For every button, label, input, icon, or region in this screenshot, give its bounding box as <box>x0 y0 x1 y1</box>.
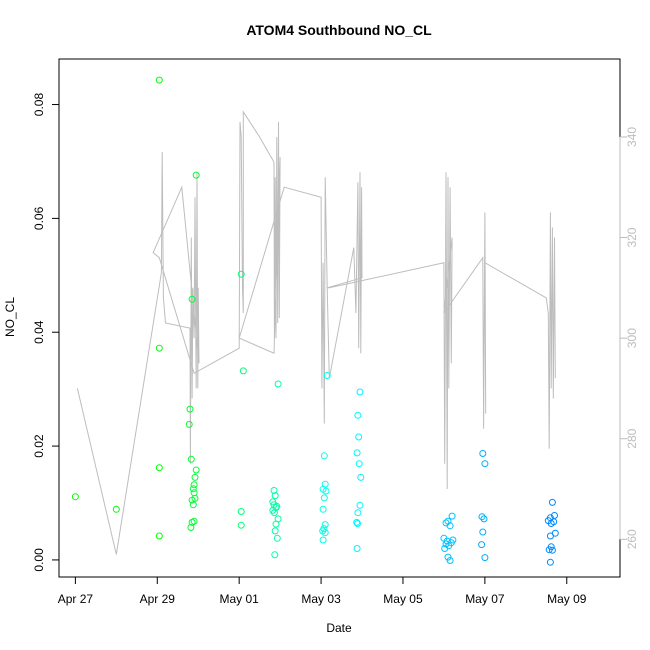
data-point <box>481 460 489 468</box>
y-tick-label: 0.06 <box>32 206 46 230</box>
axes: Apr 27 Apr 29 May 01 May 03 May 05 May 07 May … <box>32 93 639 606</box>
x-tick-label: May 09 <box>547 592 587 606</box>
data-point <box>354 509 362 517</box>
data-point <box>188 295 196 303</box>
y-tick-label: 0.02 <box>32 434 46 458</box>
data-point <box>444 553 452 561</box>
data-point <box>189 501 197 509</box>
data-point <box>480 515 488 523</box>
data-point <box>155 532 163 540</box>
data-point <box>357 473 365 481</box>
data-point <box>550 518 558 526</box>
data-point <box>323 372 331 379</box>
data-point <box>354 520 361 527</box>
y2-tick-label: 300 <box>625 328 639 348</box>
data-point <box>446 522 454 530</box>
data-point <box>322 487 330 495</box>
data-point <box>353 545 361 552</box>
data-point <box>239 367 247 375</box>
y2-tick-label: 320 <box>625 227 639 247</box>
data-point <box>356 501 364 509</box>
y2-tick-label: 260 <box>625 529 639 549</box>
data-point <box>237 270 245 278</box>
data-point <box>545 546 553 554</box>
data-point <box>354 411 362 419</box>
data-point <box>155 344 163 352</box>
data-point <box>155 464 163 472</box>
data-point <box>155 76 163 84</box>
data-point <box>356 388 364 396</box>
chart-title: ATOM4 Southbound NO_CL <box>246 22 432 38</box>
y-axis-label: NO_CL <box>3 297 17 337</box>
data-point <box>270 487 278 494</box>
data-point <box>237 508 245 515</box>
data-point <box>353 518 361 526</box>
x-axis-label: Date <box>326 621 352 635</box>
data-point <box>478 513 486 521</box>
x-tick-label: May 03 <box>301 592 341 606</box>
data-point <box>448 512 456 520</box>
data-point <box>319 505 327 513</box>
data-point <box>274 380 282 388</box>
data-point <box>191 494 199 502</box>
data-point <box>546 558 554 566</box>
y-tick-label: 0.08 <box>32 93 46 117</box>
data-point <box>478 541 486 549</box>
x-tick-label: May 07 <box>465 592 505 606</box>
data-point <box>112 505 120 513</box>
data-point <box>187 524 195 531</box>
y-tick-label: 0.04 <box>32 320 46 344</box>
data-point <box>187 455 195 463</box>
data-point <box>191 473 199 481</box>
data-point <box>271 551 279 559</box>
x-tick-label: Apr 27 <box>58 592 94 606</box>
y-tick-label: 0.00 <box>32 548 46 572</box>
data-point <box>190 517 198 525</box>
data-point <box>481 554 489 562</box>
data-point <box>548 546 556 554</box>
x-tick-label: May 05 <box>383 592 423 606</box>
data-point <box>321 529 329 537</box>
data-point <box>186 405 194 413</box>
series-line <box>76 110 556 555</box>
data-point <box>192 171 200 179</box>
data-point <box>355 460 363 468</box>
data-point <box>190 489 198 497</box>
data-point <box>270 509 278 517</box>
data-point <box>272 520 280 528</box>
data-point <box>189 485 197 493</box>
data-point <box>441 545 449 552</box>
data-point <box>479 450 487 457</box>
data-point <box>273 534 281 542</box>
data-point <box>237 521 245 529</box>
data-point <box>271 527 279 535</box>
data-point <box>321 521 329 529</box>
data-point <box>479 528 487 536</box>
data-point <box>446 557 454 564</box>
data-point <box>319 536 327 544</box>
x-tick-label: Apr 29 <box>140 592 176 606</box>
data-point <box>320 494 328 502</box>
data-point <box>190 481 198 489</box>
data-point <box>71 493 79 501</box>
y2-tick-label: 280 <box>625 428 639 448</box>
data-point <box>353 449 361 457</box>
plot-frame <box>58 58 621 578</box>
data-point <box>551 529 559 537</box>
data-point <box>548 498 556 506</box>
x-tick-label: May 01 <box>219 592 259 606</box>
data-point <box>271 492 279 500</box>
data-point <box>320 452 328 460</box>
data-point <box>192 466 200 474</box>
data-point <box>355 433 363 441</box>
plot-area <box>71 76 559 566</box>
y2-tick-label: 340 <box>625 127 639 147</box>
data-point <box>185 420 193 428</box>
data-point <box>273 502 281 510</box>
